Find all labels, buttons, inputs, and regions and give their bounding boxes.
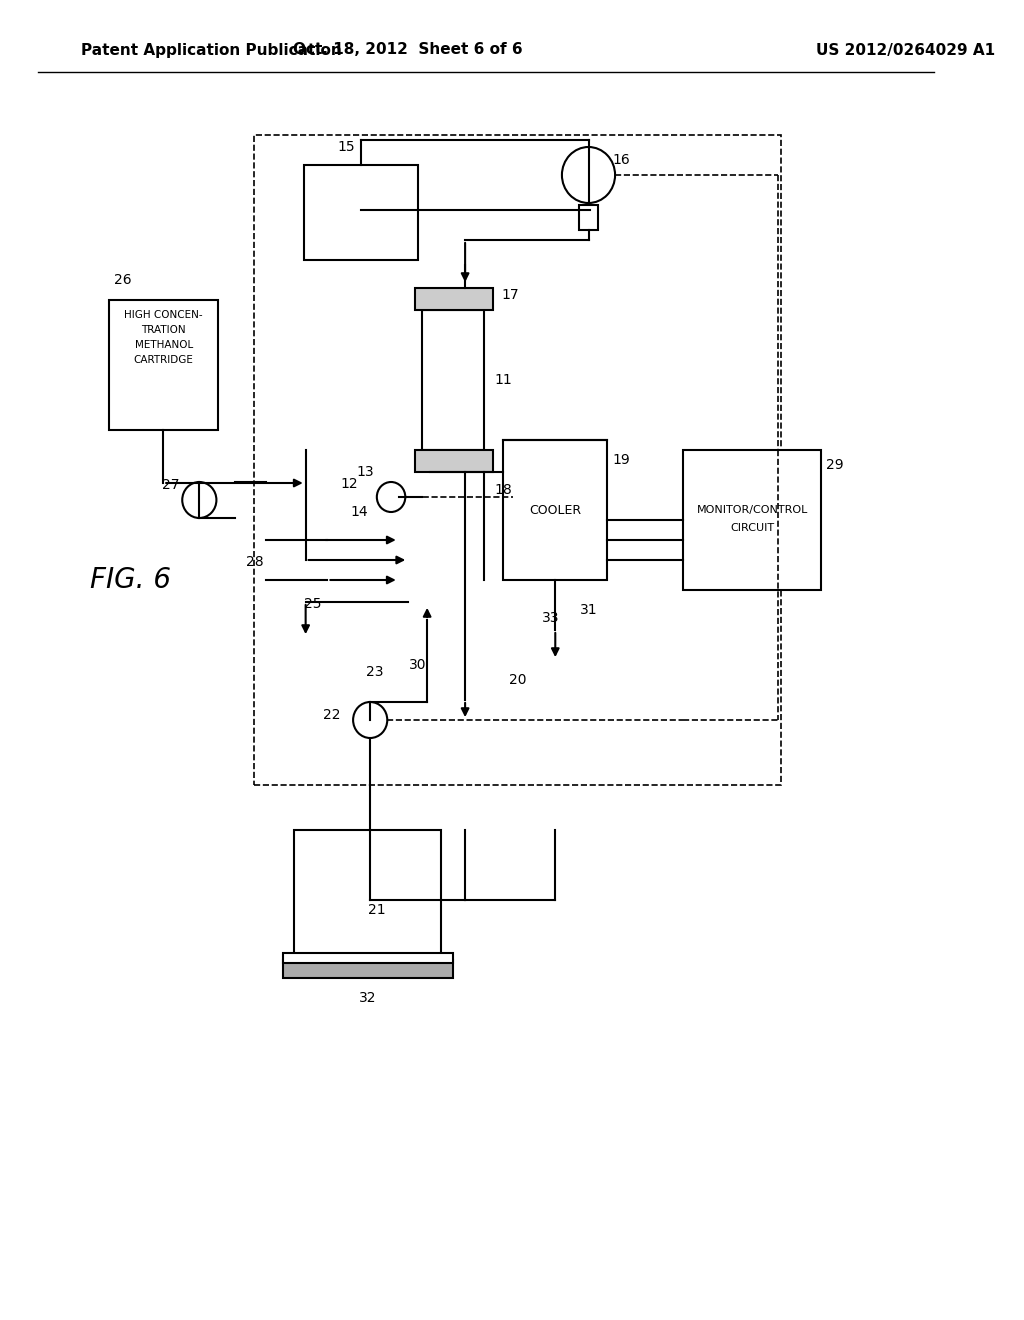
Text: CARTRIDGE: CARTRIDGE (134, 355, 194, 366)
Bar (110, 300, 218, 430)
Text: 17: 17 (502, 288, 519, 302)
Text: CIRCUIT: CIRCUIT (730, 523, 774, 533)
Text: 33: 33 (542, 611, 559, 624)
Text: 18: 18 (495, 483, 512, 498)
Text: TRATION: TRATION (141, 325, 186, 335)
Text: 13: 13 (356, 465, 374, 479)
Text: FIG. 6: FIG. 6 (90, 566, 171, 594)
Text: 27: 27 (162, 478, 179, 492)
Bar (254, 135, 781, 785)
Text: HIGH CONCEN-: HIGH CONCEN- (125, 310, 203, 319)
Text: 21: 21 (369, 903, 386, 917)
Text: 28: 28 (246, 554, 263, 569)
Bar (294, 830, 441, 960)
Text: 16: 16 (612, 153, 631, 168)
Text: 26: 26 (114, 273, 131, 286)
Bar (422, 310, 484, 450)
Text: METHANOL: METHANOL (134, 341, 193, 350)
Text: 22: 22 (324, 708, 341, 722)
Text: 32: 32 (359, 991, 377, 1005)
Text: US 2012/0264029 A1: US 2012/0264029 A1 (816, 42, 995, 58)
Bar (415, 288, 493, 310)
Text: 12: 12 (341, 477, 358, 491)
Text: COOLER: COOLER (529, 503, 582, 516)
Text: 15: 15 (338, 140, 355, 154)
Text: 31: 31 (580, 603, 597, 616)
Text: 19: 19 (612, 453, 630, 467)
Text: 11: 11 (495, 374, 512, 387)
Text: 14: 14 (350, 506, 368, 519)
Bar (415, 450, 493, 473)
Text: 30: 30 (409, 657, 426, 672)
Text: 23: 23 (367, 665, 384, 678)
Text: Oct. 18, 2012  Sheet 6 of 6: Oct. 18, 2012 Sheet 6 of 6 (293, 42, 523, 58)
Bar (683, 450, 821, 590)
Bar (503, 440, 607, 579)
Bar (283, 953, 453, 964)
Bar (304, 165, 418, 260)
Text: 25: 25 (304, 597, 322, 611)
Text: 29: 29 (825, 458, 844, 473)
Text: Patent Application Publication: Patent Application Publication (81, 42, 341, 58)
Text: MONITOR/CONTROL: MONITOR/CONTROL (696, 506, 808, 515)
Bar (579, 205, 598, 230)
Text: 20: 20 (509, 673, 526, 686)
Bar (283, 960, 453, 978)
